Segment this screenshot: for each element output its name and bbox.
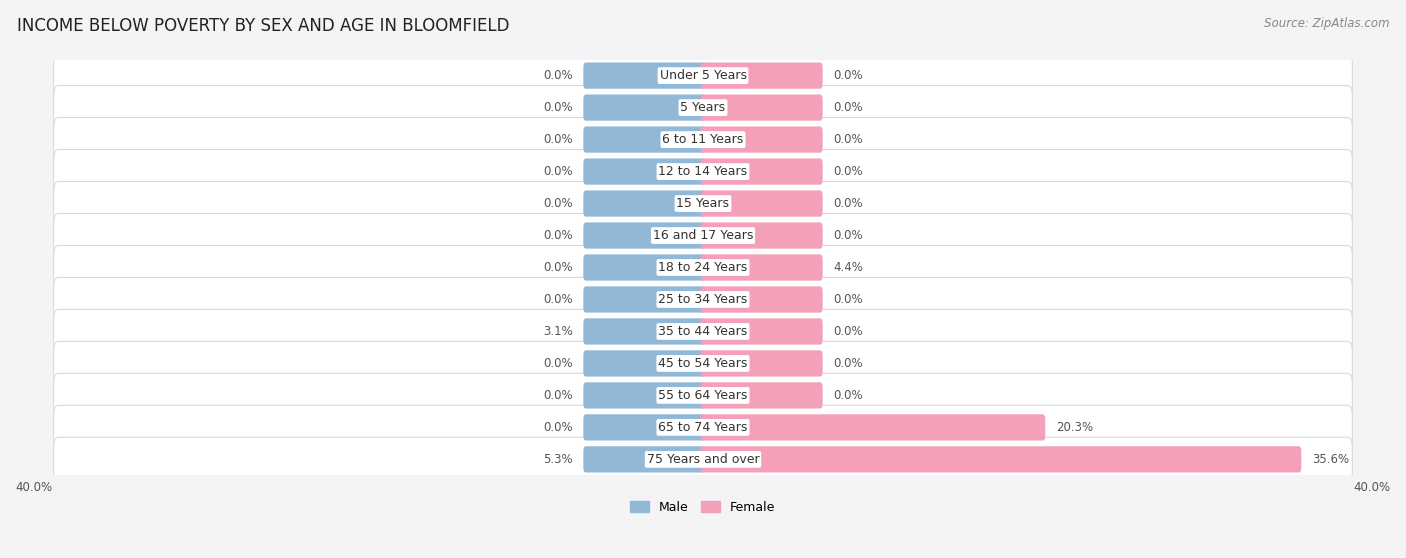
Text: 0.0%: 0.0% xyxy=(834,197,863,210)
FancyBboxPatch shape xyxy=(700,158,823,185)
Text: 0.0%: 0.0% xyxy=(543,389,572,402)
Text: 0.0%: 0.0% xyxy=(543,229,572,242)
Text: INCOME BELOW POVERTY BY SEX AND AGE IN BLOOMFIELD: INCOME BELOW POVERTY BY SEX AND AGE IN B… xyxy=(17,17,509,35)
Text: 25 to 34 Years: 25 to 34 Years xyxy=(658,293,748,306)
FancyBboxPatch shape xyxy=(53,246,1353,290)
FancyBboxPatch shape xyxy=(53,54,1353,98)
FancyBboxPatch shape xyxy=(53,85,1353,129)
Text: 0.0%: 0.0% xyxy=(543,357,572,370)
Legend: Male, Female: Male, Female xyxy=(626,496,780,519)
Text: 0.0%: 0.0% xyxy=(834,133,863,146)
FancyBboxPatch shape xyxy=(53,405,1353,449)
Text: 0.0%: 0.0% xyxy=(834,293,863,306)
FancyBboxPatch shape xyxy=(700,254,823,281)
Text: 35 to 44 Years: 35 to 44 Years xyxy=(658,325,748,338)
FancyBboxPatch shape xyxy=(700,223,823,249)
FancyBboxPatch shape xyxy=(700,62,823,89)
FancyBboxPatch shape xyxy=(700,94,823,121)
Text: 0.0%: 0.0% xyxy=(834,69,863,82)
FancyBboxPatch shape xyxy=(583,94,706,121)
FancyBboxPatch shape xyxy=(583,158,706,185)
FancyBboxPatch shape xyxy=(53,341,1353,386)
FancyBboxPatch shape xyxy=(53,181,1353,225)
Text: Source: ZipAtlas.com: Source: ZipAtlas.com xyxy=(1264,17,1389,30)
Text: 0.0%: 0.0% xyxy=(543,293,572,306)
FancyBboxPatch shape xyxy=(583,254,706,281)
Text: 18 to 24 Years: 18 to 24 Years xyxy=(658,261,748,274)
Text: 3.1%: 3.1% xyxy=(543,325,572,338)
Text: 0.0%: 0.0% xyxy=(543,197,572,210)
Text: 0.0%: 0.0% xyxy=(834,389,863,402)
FancyBboxPatch shape xyxy=(53,150,1353,194)
FancyBboxPatch shape xyxy=(53,214,1353,258)
FancyBboxPatch shape xyxy=(583,446,706,473)
Text: 20.3%: 20.3% xyxy=(1056,421,1094,434)
FancyBboxPatch shape xyxy=(700,350,823,377)
Text: 0.0%: 0.0% xyxy=(543,261,572,274)
Text: 0.0%: 0.0% xyxy=(834,165,863,178)
Text: 6 to 11 Years: 6 to 11 Years xyxy=(662,133,744,146)
Text: 45 to 54 Years: 45 to 54 Years xyxy=(658,357,748,370)
Text: 65 to 74 Years: 65 to 74 Years xyxy=(658,421,748,434)
Text: 15 Years: 15 Years xyxy=(676,197,730,210)
FancyBboxPatch shape xyxy=(53,118,1353,162)
FancyBboxPatch shape xyxy=(583,190,706,217)
FancyBboxPatch shape xyxy=(53,277,1353,321)
FancyBboxPatch shape xyxy=(53,309,1353,354)
FancyBboxPatch shape xyxy=(700,414,1045,440)
Text: 55 to 64 Years: 55 to 64 Years xyxy=(658,389,748,402)
Text: 5.3%: 5.3% xyxy=(543,453,572,466)
Text: Under 5 Years: Under 5 Years xyxy=(659,69,747,82)
FancyBboxPatch shape xyxy=(583,286,706,312)
FancyBboxPatch shape xyxy=(53,437,1353,482)
FancyBboxPatch shape xyxy=(53,373,1353,417)
FancyBboxPatch shape xyxy=(583,127,706,153)
Text: 0.0%: 0.0% xyxy=(543,165,572,178)
Text: 0.0%: 0.0% xyxy=(834,357,863,370)
FancyBboxPatch shape xyxy=(700,319,823,345)
FancyBboxPatch shape xyxy=(583,382,706,408)
FancyBboxPatch shape xyxy=(583,223,706,249)
Text: 35.6%: 35.6% xyxy=(1312,453,1350,466)
FancyBboxPatch shape xyxy=(700,190,823,217)
FancyBboxPatch shape xyxy=(583,414,706,440)
FancyBboxPatch shape xyxy=(700,286,823,312)
Text: 0.0%: 0.0% xyxy=(834,325,863,338)
Text: 0.0%: 0.0% xyxy=(543,101,572,114)
Text: 16 and 17 Years: 16 and 17 Years xyxy=(652,229,754,242)
Text: 0.0%: 0.0% xyxy=(834,101,863,114)
FancyBboxPatch shape xyxy=(700,382,823,408)
Text: 12 to 14 Years: 12 to 14 Years xyxy=(658,165,748,178)
Text: 4.4%: 4.4% xyxy=(834,261,863,274)
Text: 0.0%: 0.0% xyxy=(543,69,572,82)
Text: 5 Years: 5 Years xyxy=(681,101,725,114)
FancyBboxPatch shape xyxy=(583,350,706,377)
Text: 75 Years and over: 75 Years and over xyxy=(647,453,759,466)
FancyBboxPatch shape xyxy=(700,127,823,153)
FancyBboxPatch shape xyxy=(700,446,1302,473)
FancyBboxPatch shape xyxy=(583,62,706,89)
Text: 0.0%: 0.0% xyxy=(834,229,863,242)
Text: 0.0%: 0.0% xyxy=(543,421,572,434)
Text: 0.0%: 0.0% xyxy=(543,133,572,146)
FancyBboxPatch shape xyxy=(583,319,706,345)
